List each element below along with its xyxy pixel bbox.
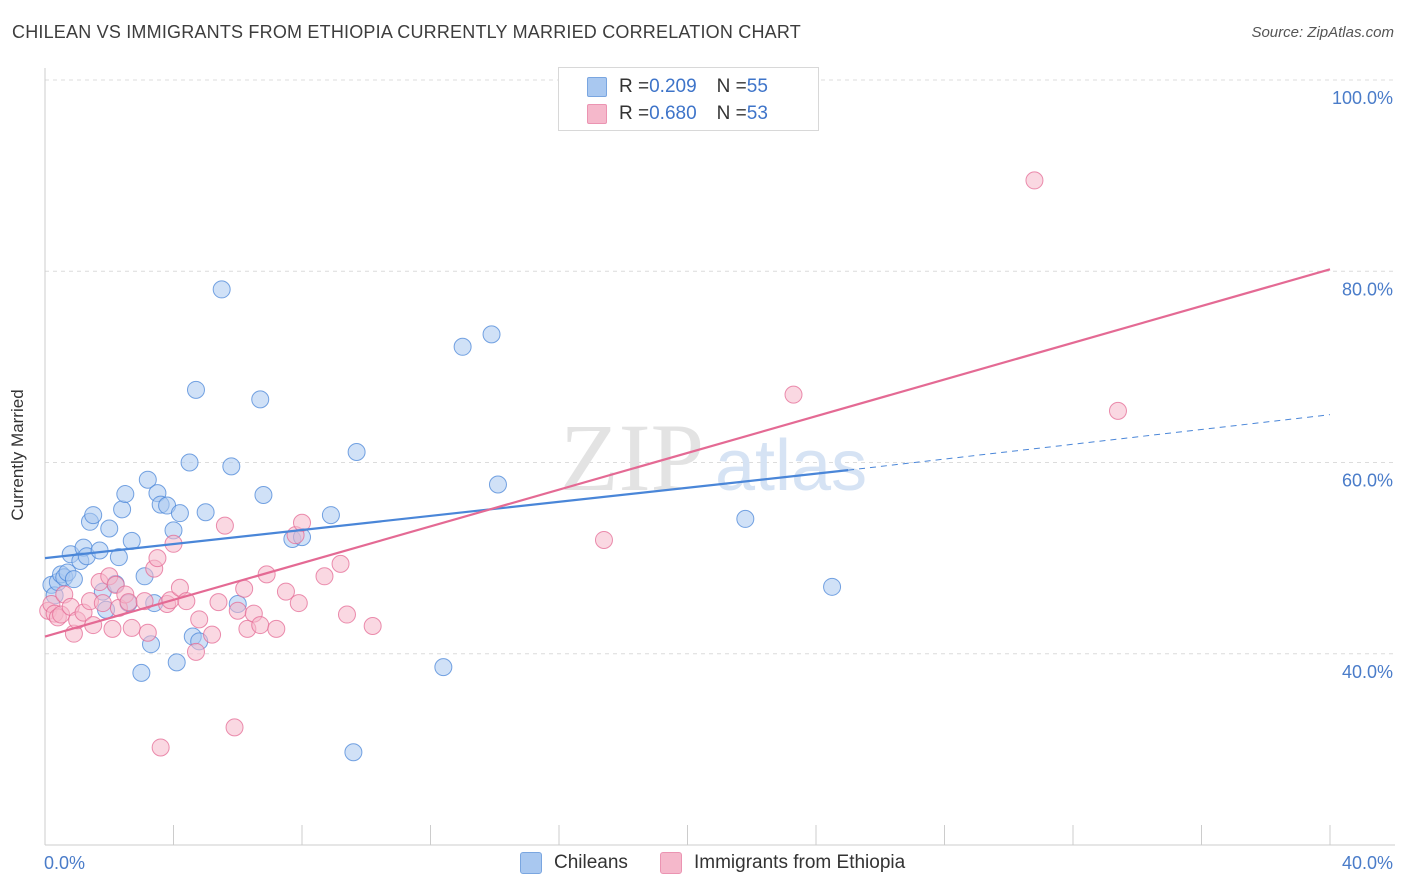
point-ethiopia-31	[186, 642, 205, 661]
point-ethiopia-51	[363, 617, 382, 636]
point-ethiopia-21	[135, 592, 154, 611]
bottom-legend: Chileans Immigrants from Ethiopia	[0, 852, 1406, 878]
watermark-zip: ZIP	[560, 404, 704, 511]
point-ethiopia-13	[93, 594, 112, 613]
point-chileans-16	[100, 519, 119, 538]
legend: R = 0.209 N = 55 R = 0.680 N = 53	[558, 67, 819, 131]
x-tick-label-0: 0.0%	[44, 853, 85, 873]
x-tick-label-1: 40.0%	[1342, 853, 1393, 873]
legend-r-label: R =	[619, 76, 650, 97]
legend-row-chileans: R = 0.209 N = 55	[587, 74, 768, 100]
point-chileans-23	[132, 663, 151, 682]
trend-extension-chileans	[848, 414, 1331, 471]
bottom-legend-chileans[interactable]: Chileans	[520, 852, 628, 874]
point-ethiopia-41	[251, 616, 270, 635]
point-chileans-18	[109, 548, 128, 567]
point-ethiopia-36	[225, 718, 244, 737]
point-ethiopia-34	[209, 593, 228, 612]
y-tick-label-1: 60.0%	[1342, 471, 1393, 491]
point-chileans-47	[347, 442, 366, 461]
point-ethiopia-37	[228, 601, 247, 620]
point-ethiopia-46	[289, 594, 308, 613]
point-ethiopia-50	[337, 605, 356, 624]
point-chileans-22	[122, 531, 141, 550]
bottom-legend-ethiopia[interactable]: Immigrants from Ethiopia	[660, 852, 905, 874]
point-ethiopia-44	[276, 582, 295, 601]
legend-r-value: 0.680	[649, 103, 697, 124]
bottom-legend-swatch-ethiopia	[660, 852, 682, 874]
y-tick-label-3: 100.0%	[1332, 88, 1393, 108]
point-ethiopia-33	[203, 625, 222, 644]
legend-r-label: R =	[619, 103, 650, 124]
point-ethiopia-42	[257, 565, 276, 584]
trend-line-chileans	[44, 469, 849, 560]
point-ethiopia-15	[103, 619, 122, 638]
legend-swatch-chileans	[587, 77, 607, 97]
point-ethiopia-43	[267, 619, 286, 638]
trend-lines	[44, 268, 1331, 638]
point-ethiopia-49	[331, 554, 350, 573]
tick-labels: 40.0% 60.0% 80.0% 100.0% 0.0% 40.0%	[44, 88, 1393, 873]
source-label: Source: ZipAtlas.com	[1251, 24, 1394, 41]
point-chileans-25	[138, 470, 157, 489]
point-chileans-38	[196, 503, 215, 522]
point-chileans-54	[823, 577, 842, 596]
point-chileans-52	[488, 475, 507, 494]
grid-lines	[45, 79, 1395, 655]
point-chileans-34	[180, 453, 199, 472]
point-chileans-42	[251, 390, 270, 409]
watermark: ZIP atlas	[560, 404, 867, 511]
point-chileans-48	[344, 743, 363, 762]
point-ethiopia-24	[148, 549, 167, 568]
point-ethiopia-19	[119, 593, 138, 612]
point-ethiopia-48	[315, 567, 334, 586]
point-ethiopia-38	[235, 579, 254, 598]
point-chileans-20	[116, 485, 135, 504]
point-chileans-51	[482, 325, 501, 344]
chart-title: CHILEAN VS IMMIGRANTS FROM ETHIOPIA CURR…	[12, 22, 801, 42]
series-ethiopia-points	[39, 171, 1127, 757]
trend-line-ethiopia	[44, 268, 1331, 638]
point-ethiopia-35	[215, 516, 234, 535]
axes	[44, 68, 1395, 846]
bottom-legend-swatch-chileans	[520, 852, 542, 874]
point-chileans-50	[453, 337, 472, 356]
legend-r-value: 0.209	[649, 76, 697, 97]
point-chileans-46	[321, 506, 340, 525]
point-ethiopia-52	[594, 530, 613, 549]
legend-n-label: N =	[716, 103, 747, 124]
point-ethiopia-54	[1025, 171, 1044, 190]
point-chileans-40	[222, 457, 241, 476]
point-chileans-19	[113, 500, 132, 519]
point-ethiopia-20	[122, 618, 141, 637]
point-chileans-36	[186, 380, 205, 399]
point-chileans-39	[212, 280, 231, 299]
legend-row-ethiopia: R = 0.680 N = 53	[587, 101, 768, 127]
point-chileans-43	[254, 486, 273, 505]
bottom-legend-label-ethiopia: Immigrants from Ethiopia	[694, 852, 906, 873]
series-chileans-points	[42, 280, 842, 762]
point-chileans-7	[64, 570, 83, 589]
point-ethiopia-47	[293, 513, 311, 532]
point-chileans-49	[434, 658, 453, 677]
point-chileans-53	[736, 509, 755, 528]
watermark-atlas: atlas	[715, 426, 867, 506]
point-ethiopia-25	[151, 738, 170, 757]
bottom-legend-label-chileans: Chileans	[554, 852, 628, 873]
legend-swatch-ethiopia	[587, 104, 607, 124]
legend-n-value: 53	[746, 103, 768, 124]
point-chileans-12	[84, 506, 103, 525]
point-chileans-32	[167, 653, 186, 672]
legend-n-value: 55	[746, 76, 768, 97]
point-ethiopia-22	[138, 623, 157, 642]
legend-n-label: N =	[716, 76, 747, 97]
point-chileans-33	[170, 504, 189, 523]
y-tick-label-2: 80.0%	[1342, 279, 1393, 299]
point-ethiopia-32	[190, 610, 209, 629]
point-ethiopia-55	[1108, 401, 1127, 420]
point-ethiopia-53	[784, 385, 803, 404]
y-tick-label-0: 40.0%	[1342, 662, 1393, 682]
